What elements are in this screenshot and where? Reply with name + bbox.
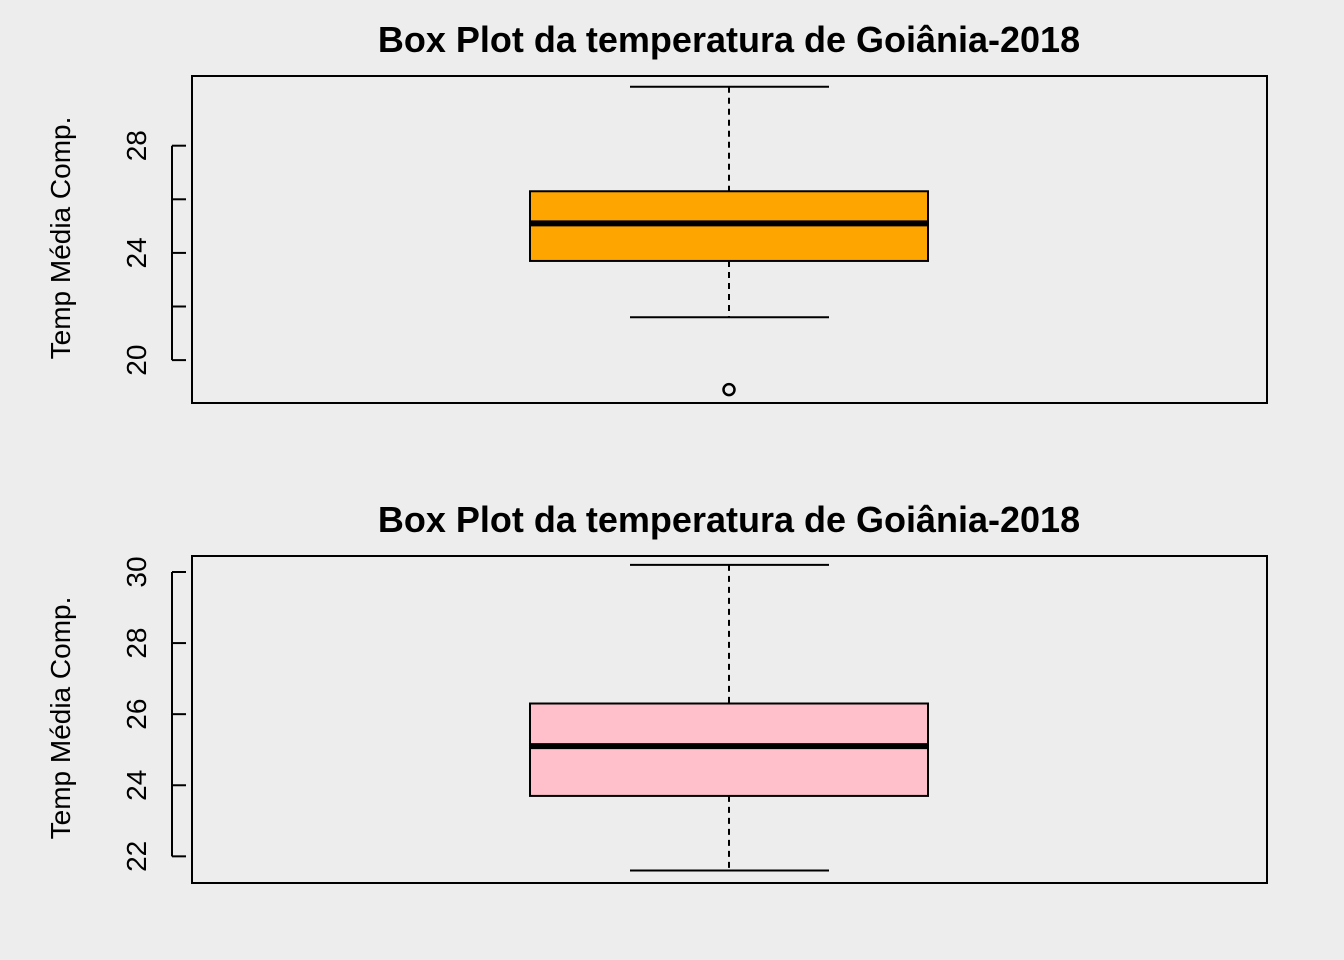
y-axis-label: Temp Média Comp.	[45, 117, 76, 360]
plot-frame	[191, 555, 1268, 884]
plot-frame	[191, 75, 1268, 404]
y-tick-label: 20	[121, 345, 152, 376]
boxplot-panel-2: Box Plot da temperatura de Goiânia-2018 …	[45, 499, 1268, 884]
y-tick-label: 22	[121, 841, 152, 872]
y-axis-label: Temp Média Comp.	[45, 597, 76, 840]
chart-title: Box Plot da temperatura de Goiânia-2018	[378, 19, 1080, 60]
outlier-point	[722, 382, 736, 397]
chart-title: Box Plot da temperatura de Goiânia-2018	[378, 499, 1080, 540]
y-tick-label: 30	[121, 556, 152, 587]
y-tick-label: 26	[121, 699, 152, 730]
y-tick-label: 24	[121, 770, 152, 801]
y-tick-label: 28	[121, 130, 152, 161]
boxplot-panel-1: Box Plot da temperatura de Goiânia-2018 …	[45, 19, 1268, 404]
y-tick-label: 24	[121, 237, 152, 268]
iqr-box	[529, 702, 929, 797]
y-tick-label: 28	[121, 628, 152, 659]
